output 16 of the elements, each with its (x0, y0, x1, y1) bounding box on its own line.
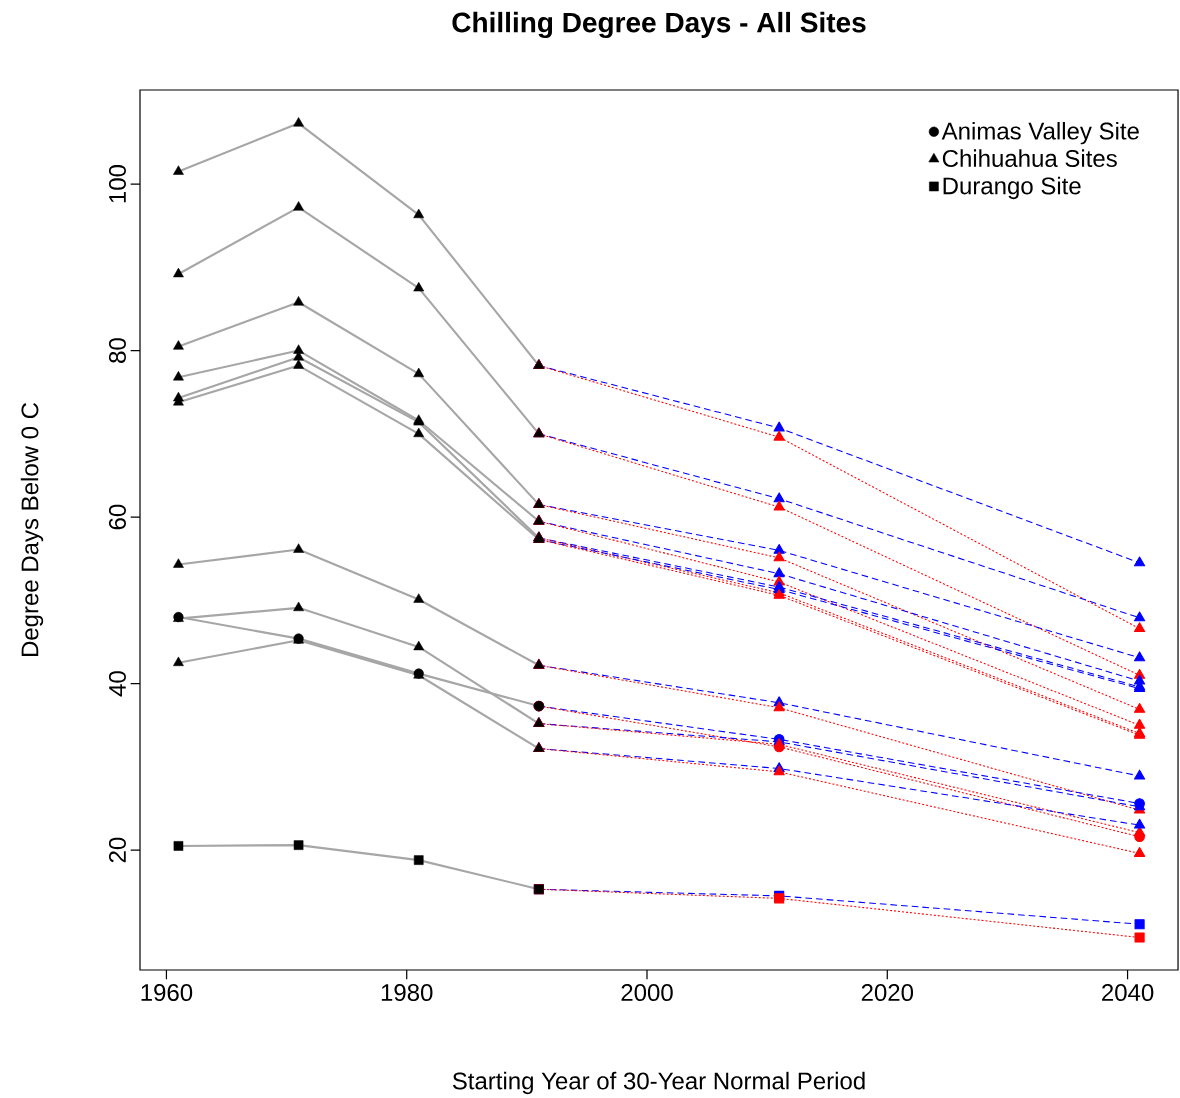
x-tick-label: 2020 (861, 984, 914, 1002)
y-tick-label: 60 (108, 504, 126, 530)
y-tick-label: 20 (108, 837, 126, 863)
x-tick-label: 2000 (621, 984, 673, 1002)
x-tick-label: 1980 (381, 984, 433, 1002)
legend-label: Chihuahua Sites (942, 149, 1117, 167)
x-tick-label: 2040 (1102, 984, 1154, 1002)
y-axis-title: Degree Days Below 0 C (20, 402, 44, 657)
x-axis-title: Starting Year of 30-Year Normal Period (452, 1071, 865, 1095)
y-tick-label: 40 (108, 671, 126, 697)
chart-title: Chilling Degree Days - All Sites (452, 11, 866, 39)
y-tick-label: 80 (108, 338, 126, 363)
y-tick-label: 100 (108, 164, 126, 203)
legend-label: Durango Site (943, 176, 1081, 200)
legend-label: Animas Valley Site (941, 121, 1139, 145)
x-tick-label: 1960 (141, 984, 193, 1002)
